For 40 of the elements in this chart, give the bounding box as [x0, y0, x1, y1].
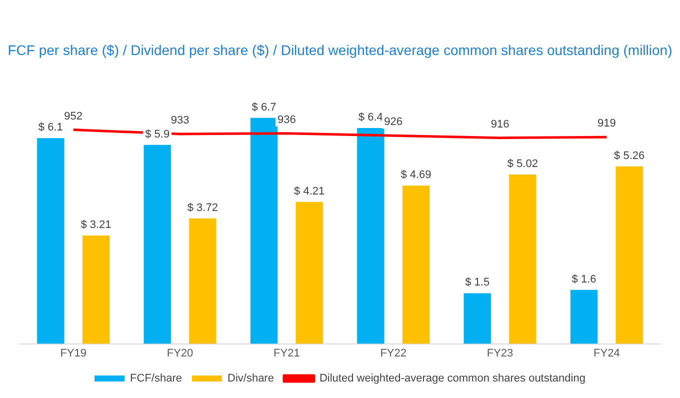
bar [82, 236, 110, 344]
data-label: 916 [490, 118, 510, 130]
data-label: $ 1.5 [465, 276, 490, 289]
data-label: 926 [384, 116, 403, 128]
data-label: 933 [170, 114, 190, 127]
data-label: 919 [597, 118, 616, 130]
data-label: $ 6.1 [38, 122, 63, 134]
data-label: $ 4.69 [400, 169, 432, 182]
bar [189, 218, 216, 344]
x-tick-label: FY20 [166, 347, 194, 360]
data-label: 952 [64, 110, 83, 122]
data-label: $ 1.6 [572, 273, 596, 286]
bar [402, 186, 430, 344]
legend-label: Diluted weighted-average common shares outstanding [319, 372, 586, 385]
bar [464, 293, 491, 344]
data-label: 936 [277, 114, 296, 126]
bar [616, 166, 643, 344]
chart-title: FCF per share ($) / Dividend per share ($) / Diluted weighted-average common shares outstanding (million) [6, 42, 674, 60]
x-tick-label: FY24 [594, 347, 620, 360]
x-tick-label: FY22 [380, 347, 406, 360]
bar [570, 290, 598, 344]
bar [357, 128, 384, 344]
bar [144, 144, 171, 344]
x-tick-label: FY23 [486, 347, 514, 360]
data-label: $ 5.9 [145, 128, 170, 140]
legend-label: FCF/share [130, 372, 182, 385]
data-label: $ 4.21 [294, 185, 325, 198]
bar [296, 202, 323, 344]
data-label: $ 3.21 [80, 219, 112, 232]
bar [250, 118, 278, 344]
data-label: $ 3.72 [187, 202, 218, 214]
legend-label: Div/share [228, 372, 274, 385]
bar [509, 174, 536, 344]
x-tick-label: FY21 [274, 347, 300, 360]
data-label: $ 6.7 [252, 101, 276, 114]
x-tick-label: FY19 [60, 347, 86, 360]
data-label: $ 5.02 [507, 158, 538, 170]
bar [37, 138, 64, 344]
data-label: $ 6.4 [358, 111, 383, 124]
data-label: $ 5.26 [614, 150, 645, 162]
